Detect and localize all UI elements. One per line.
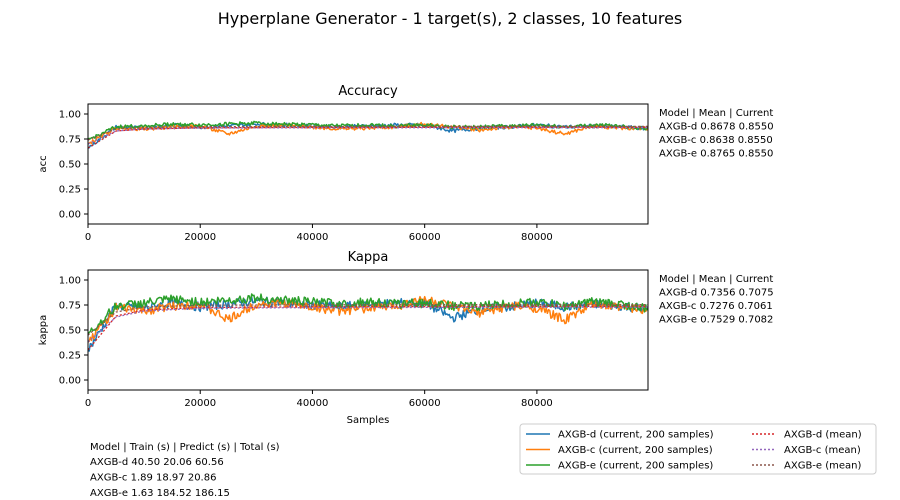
y-tick-label: 1.00 (59, 276, 81, 287)
y-tick-label: 0.50 (59, 326, 81, 337)
chart-title: Kappa (348, 250, 389, 265)
chart-panel-0: Accuracy 0 20000 40000 60000 80000 0.00 0.25 0.5… (38, 84, 774, 243)
timing-table-row: AXGB-d 40.50 20.06 60.56 (90, 457, 224, 468)
y-axis-label: kappa (38, 315, 49, 346)
legend-box (519, 423, 877, 475)
plot-frame (87, 103, 649, 225)
y-tick-label: 0.25 (59, 185, 81, 196)
summary-table-row: AXGB-d 0.8678 0.8550 (659, 122, 774, 133)
summary-table-row: AXGB-e 0.8765 0.8550 (659, 149, 773, 160)
x-tick-label: 40000 (297, 398, 329, 409)
chart-panel-1: Kappa 0 20000 40000 60000 80000 0.00 0.25 0.50 0.… (38, 250, 774, 426)
chart-title: Accuracy (338, 84, 398, 99)
x-tick-label: 80000 (521, 398, 553, 409)
legend-label: AXGB-e (mean) (784, 461, 862, 472)
x-tick-label: 0 (85, 398, 91, 409)
x-tick-label: 0 (85, 232, 91, 243)
summary-table-row: AXGB-c 0.7276 0.7061 (659, 301, 773, 312)
x-tick-label: 60000 (409, 232, 441, 243)
legend-label: AXGB-c (mean) (784, 445, 861, 456)
y-tick-label: 0.50 (59, 160, 81, 171)
summary-table-row: AXGB-c 0.8638 0.8550 (659, 135, 773, 146)
x-axis-label: Samples (347, 415, 390, 426)
summary-table-header: Model | Mean | Current (659, 108, 773, 119)
summary-table-row: AXGB-d 0.7356 0.7075 (659, 288, 774, 299)
legend-label: AXGB-d (mean) (784, 430, 862, 441)
legend-label: AXGB-e (current, 200 samples) (558, 461, 713, 472)
legend-label: AXGB-d (current, 200 samples) (558, 430, 714, 441)
series-line-axgb-e-current (88, 293, 648, 336)
summary-table-header: Model | Mean | Current (659, 274, 773, 285)
figure-title: Hyperplane Generator - 1 target(s), 2 cl… (218, 9, 683, 28)
series-line-axgb-e-mean (88, 304, 648, 336)
series-line-axgb-c-mean (88, 126, 648, 145)
legend: AXGB-d (current, 200 samples) AXGB-c (cur… (519, 423, 877, 475)
series-line-axgb-c-mean (88, 306, 648, 343)
timing-table-row: AXGB-c 1.89 18.97 20.86 (90, 473, 216, 484)
x-tick-label: 20000 (184, 398, 216, 409)
x-tick-label: 80000 (521, 232, 553, 243)
series-line-axgb-e-mean (88, 125, 648, 141)
plot-frame (87, 269, 649, 391)
x-tick-label: 40000 (297, 232, 329, 243)
y-tick-label: 0.00 (59, 376, 81, 387)
summary-table: Model | Mean | Current AXGB-d 0.8678 0.85… (659, 108, 774, 160)
timing-table-row: AXGB-e 1.63 184.52 186.15 (90, 488, 230, 499)
series-line-axgb-d-mean (88, 126, 648, 149)
series-line-axgb-e-current (88, 120, 648, 141)
summary-table-row: AXGB-e 0.7529 0.7082 (659, 315, 773, 326)
y-tick-label: 0.25 (59, 351, 81, 362)
timing-table: Model | Train (s) | Predict (s) | Total … (90, 442, 280, 499)
timing-table-header: Model | Train (s) | Predict (s) | Total … (90, 442, 280, 453)
x-tick-label: 20000 (184, 232, 216, 243)
y-tick-label: 0.00 (59, 210, 81, 221)
y-axis-label: acc (38, 155, 49, 172)
y-tick-label: 1.00 (59, 110, 81, 121)
series-line-axgb-c-current (88, 295, 648, 343)
summary-table: Model | Mean | Current AXGB-d 0.7356 0.70… (659, 274, 774, 326)
x-tick-label: 60000 (409, 398, 441, 409)
y-tick-label: 0.75 (59, 135, 81, 146)
series-line-axgb-d-mean (88, 305, 648, 351)
legend-label: AXGB-c (current, 200 samples) (558, 445, 713, 456)
y-tick-label: 0.75 (59, 301, 81, 312)
